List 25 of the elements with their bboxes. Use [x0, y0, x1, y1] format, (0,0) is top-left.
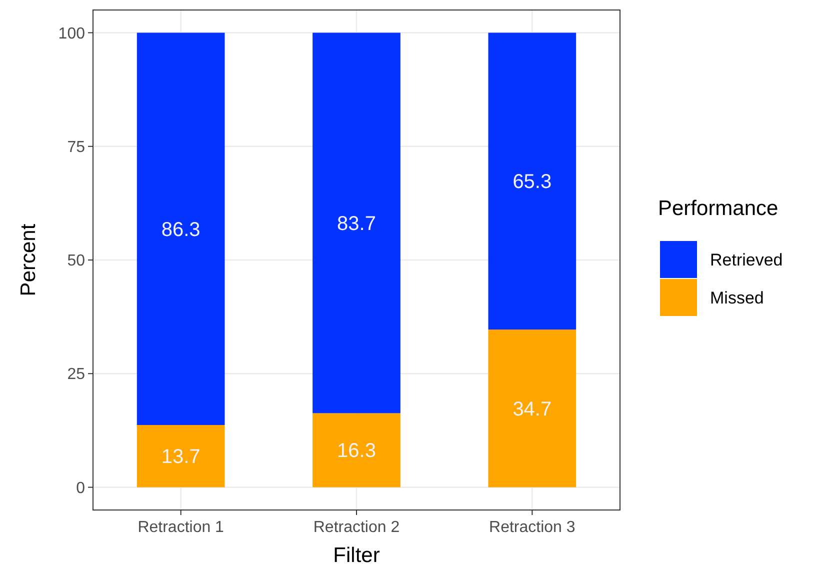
data-label: 13.7 [161, 446, 200, 468]
bar [488, 330, 576, 488]
y-tick-label: 25 [67, 366, 86, 384]
x-tick-label: Retraction 3 [489, 519, 576, 536]
data-label: 83.7 [337, 212, 376, 235]
bar [312, 413, 400, 488]
legend-title: Performance [658, 197, 778, 220]
y-tick-label: 50 [67, 252, 86, 270]
data-label: 16.3 [337, 440, 376, 462]
bar [488, 32, 576, 330]
bar [136, 425, 225, 488]
bar [136, 32, 225, 425]
legend-label: Retrieved [710, 250, 783, 270]
bar [312, 32, 400, 414]
data-label: 34.7 [512, 398, 552, 420]
y-tick-label: 100 [58, 25, 86, 42]
x-axis-title: Filter [333, 544, 380, 567]
x-tick-label: Retraction 2 [313, 519, 400, 536]
data-label: 65.3 [512, 171, 552, 194]
y-tick-label: 0 [76, 480, 86, 497]
y-tick-label: 75 [67, 138, 86, 156]
data-label: 86.3 [161, 218, 200, 241]
y-axis-title: Percent [17, 224, 40, 296]
x-tick-label: Retraction 1 [138, 519, 224, 536]
legend-label: Missed [710, 288, 764, 308]
